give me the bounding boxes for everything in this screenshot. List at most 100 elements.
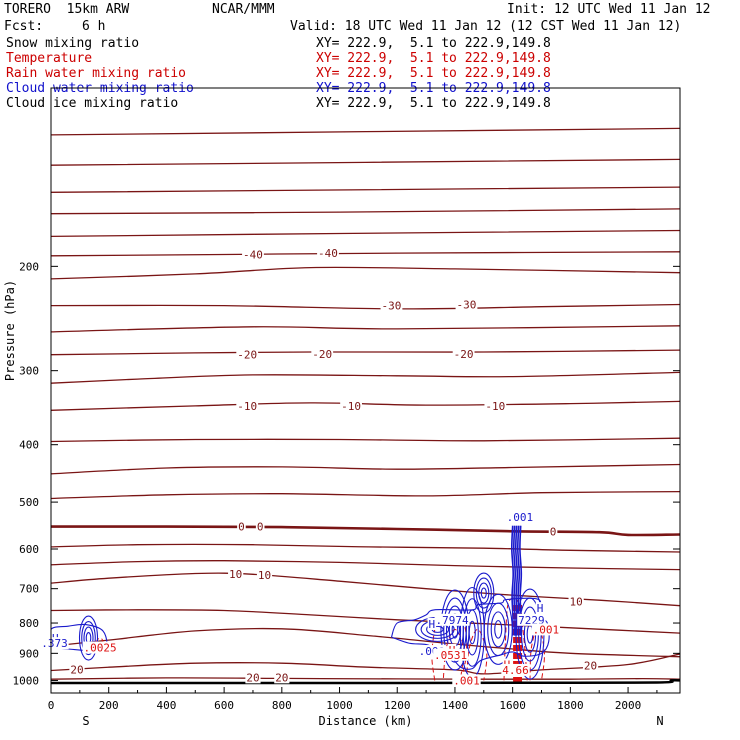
- isotherm-label-backdrop: [245, 671, 261, 684]
- isotherm-line: [51, 525, 680, 537]
- ground-line-path: [50, 679, 681, 685]
- rain-water-label: .0025: [83, 642, 116, 655]
- cloud-water-contour: [483, 593, 513, 665]
- x-tick-label: 1600: [499, 699, 526, 712]
- org-title: NCAR/MMM: [212, 2, 275, 17]
- y-tick-label: 700: [19, 583, 39, 596]
- y-tick-label: 500: [19, 496, 39, 509]
- isotherm-line: [51, 609, 680, 634]
- isotherm-label-backdrop: [242, 248, 264, 261]
- south-end-label: S: [82, 714, 89, 728]
- isotherm-line: [51, 229, 680, 238]
- cloud-water-label-backdrop: [535, 602, 545, 615]
- rain-contour: [529, 625, 545, 681]
- cloud-water-label-backdrop: [40, 637, 69, 650]
- cloud-water-label-backdrop: [427, 617, 437, 630]
- isotherm-line: [51, 437, 680, 443]
- isotherm-label-backdrop: [237, 520, 246, 533]
- isotherm-label: -30: [382, 300, 402, 313]
- isotherm-label: -10: [237, 400, 257, 413]
- cloud-water-contour: [487, 602, 510, 657]
- cloud-water-label: .373: [41, 637, 68, 650]
- legend-range-rain: XY= 222.9, 5.1 to 222.9,149.8: [316, 66, 551, 81]
- isotherm-label-backdrop: [380, 299, 403, 312]
- isotherm-label-backdrop: [455, 298, 478, 311]
- cloud-water-label-backdrop: [517, 613, 546, 626]
- isotherm-label-backdrop: [582, 659, 599, 672]
- cloud-water-contour: [465, 609, 479, 656]
- isotherm-label-backdrop: [256, 569, 273, 582]
- cloud-water-contour: [81, 620, 96, 656]
- valid-time: Valid: 18 UTC Wed 11 Jan 12 (12 CST Wed …: [290, 19, 682, 34]
- isotherm-label-backdrop: [236, 348, 259, 361]
- isotherm-line: [51, 627, 680, 658]
- rain-water-label: .001: [453, 674, 480, 687]
- cloud-water-label: H: [537, 602, 544, 615]
- isotherm-label: 20: [246, 671, 259, 684]
- rain-water-label-backdrop: [452, 674, 481, 687]
- isotherm-label-backdrop: [548, 525, 558, 538]
- cloud-water-contour: [478, 582, 490, 604]
- cloud-water-contours: [51, 525, 550, 680]
- isotherm-label-backdrop: [568, 595, 584, 608]
- cloud-water-label-backdrop: [434, 613, 470, 626]
- isotherm-line: [51, 400, 680, 411]
- ground-line: [50, 679, 681, 685]
- forecast-label: Fcst:: [4, 19, 44, 34]
- contour-labels: -40 -40-30 -30-20 -20 -20-10 -10 -100 0 010 10102…: [40, 247, 599, 687]
- isotherm-label: -20: [237, 349, 257, 362]
- isotherm-label: -40: [318, 247, 338, 260]
- y-tick-label: 300: [19, 365, 39, 378]
- cloud-water-core-contour: [510, 525, 515, 636]
- isotherm-line: [51, 653, 680, 675]
- legend-range-snow: XY= 222.9, 5.1 to 222.9,149.8: [316, 36, 551, 51]
- isotherm-label-backdrop: [236, 399, 259, 412]
- isotherm-line: [51, 677, 680, 680]
- isotherm-line: [51, 127, 680, 136]
- rain-water-label-backdrop: [82, 641, 118, 654]
- isotherm-label-backdrop: [69, 663, 85, 676]
- y-tick-label: 600: [19, 543, 39, 556]
- y-tick-label: 800: [19, 617, 39, 630]
- legend-label-snow: Snow mixing ratio: [6, 36, 140, 51]
- isotherm-label: -20: [454, 348, 474, 361]
- y-axis-title: Pressure (hPa): [3, 280, 17, 381]
- isotherm-line: [51, 463, 680, 475]
- isotherm-line: [51, 349, 680, 356]
- isotherm-label: 10: [258, 569, 271, 582]
- isotherm-label: 0: [550, 525, 557, 538]
- isotherm-line: [51, 158, 680, 166]
- isotherm-line: [51, 490, 680, 500]
- isotherm-label: 10: [229, 568, 242, 581]
- cloud-water-contour: [51, 623, 108, 652]
- isotherm-label-backdrop: [228, 567, 244, 580]
- cloud-water-label: H: [429, 618, 436, 631]
- cloud-water-core-contour: [514, 525, 519, 636]
- isotherm-label: -30: [457, 299, 477, 312]
- plot-frame: [50, 87, 681, 694]
- isotherm-label-backdrop: [452, 347, 475, 360]
- rain-water-label-backdrop: [501, 663, 530, 676]
- isotherm-label-backdrop: [311, 347, 334, 360]
- isotherm-label: -20: [312, 348, 332, 361]
- x-tick-label: 600: [214, 699, 234, 712]
- model-title: TORERO 15km ARW: [4, 2, 130, 17]
- isotherm-label: 20: [275, 671, 288, 684]
- rain-contour: [466, 628, 488, 681]
- rain-water-label: .0531: [434, 649, 467, 662]
- isotherm-label: -10: [485, 400, 505, 413]
- temperature-isotherms: [51, 127, 680, 680]
- init-time: Init: 12 UTC Wed 11 Jan 12: [507, 2, 711, 17]
- legend-range-temperature: XY= 222.9, 5.1 to 222.9,149.8: [316, 51, 551, 66]
- cloud-water-contour: [480, 587, 487, 599]
- isotherm-label-backdrop: [274, 671, 290, 684]
- x-tick-label: 1400: [442, 699, 469, 712]
- rain-water-label-backdrop: [433, 648, 469, 661]
- y-tick-label: 1000: [13, 674, 40, 687]
- isotherm-label: 0: [257, 521, 264, 534]
- x-tick-label: 1200: [384, 699, 411, 712]
- x-axis-title: Distance (km): [319, 714, 413, 728]
- x-tick-label: 0: [48, 699, 55, 712]
